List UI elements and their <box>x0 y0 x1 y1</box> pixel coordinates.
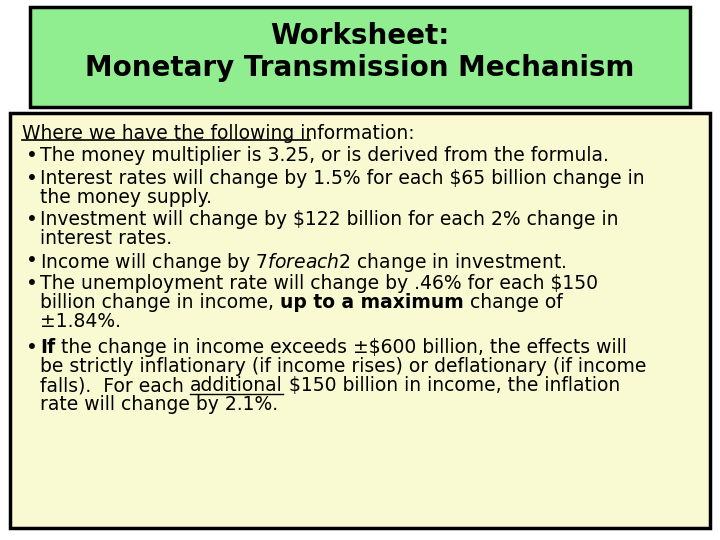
Text: Income will change by $7 for each $2 change in investment.: Income will change by $7 for each $2 cha… <box>40 251 567 274</box>
Text: The money multiplier is 3.25, or is derived from the formula.: The money multiplier is 3.25, or is deri… <box>40 146 609 165</box>
Text: •: • <box>26 338 38 357</box>
Text: The unemployment rate will change by .46% for each $150: The unemployment rate will change by .46… <box>40 274 598 293</box>
Text: Monetary Transmission Mechanism: Monetary Transmission Mechanism <box>85 54 635 82</box>
Text: change of: change of <box>464 293 562 312</box>
Text: $150 billion in income, the inflation: $150 billion in income, the inflation <box>283 376 620 395</box>
Text: up to a maximum: up to a maximum <box>280 293 464 312</box>
Text: rate will change by 2.1%.: rate will change by 2.1%. <box>40 395 278 414</box>
Text: Where we have the following information:: Where we have the following information: <box>22 124 415 143</box>
Text: be strictly inflationary (if income rises) or deflationary (if income: be strictly inflationary (if income rise… <box>40 357 647 376</box>
Text: Interest rates will change by 1.5% for each $65 billion change in: Interest rates will change by 1.5% for e… <box>40 169 644 188</box>
Text: •: • <box>26 210 38 229</box>
Text: •: • <box>26 274 38 293</box>
Text: additional: additional <box>190 376 283 395</box>
Text: ±1.84%.: ±1.84%. <box>40 312 121 331</box>
FancyBboxPatch shape <box>30 7 690 107</box>
FancyBboxPatch shape <box>10 113 710 528</box>
Text: billion change in income,: billion change in income, <box>40 293 280 312</box>
Text: Worksheet:: Worksheet: <box>270 22 450 50</box>
Text: interest rates.: interest rates. <box>40 229 172 248</box>
Text: •: • <box>26 146 38 165</box>
Text: the money supply.: the money supply. <box>40 188 212 207</box>
Text: Investment will change by $122 billion for each 2% change in: Investment will change by $122 billion f… <box>40 210 618 229</box>
Text: the change in income exceeds ±$600 billion, the effects will: the change in income exceeds ±$600 billi… <box>55 338 627 357</box>
Text: •: • <box>26 251 38 270</box>
Text: If: If <box>40 338 55 357</box>
Text: •: • <box>26 169 38 188</box>
Text: falls).  For each: falls). For each <box>40 376 190 395</box>
